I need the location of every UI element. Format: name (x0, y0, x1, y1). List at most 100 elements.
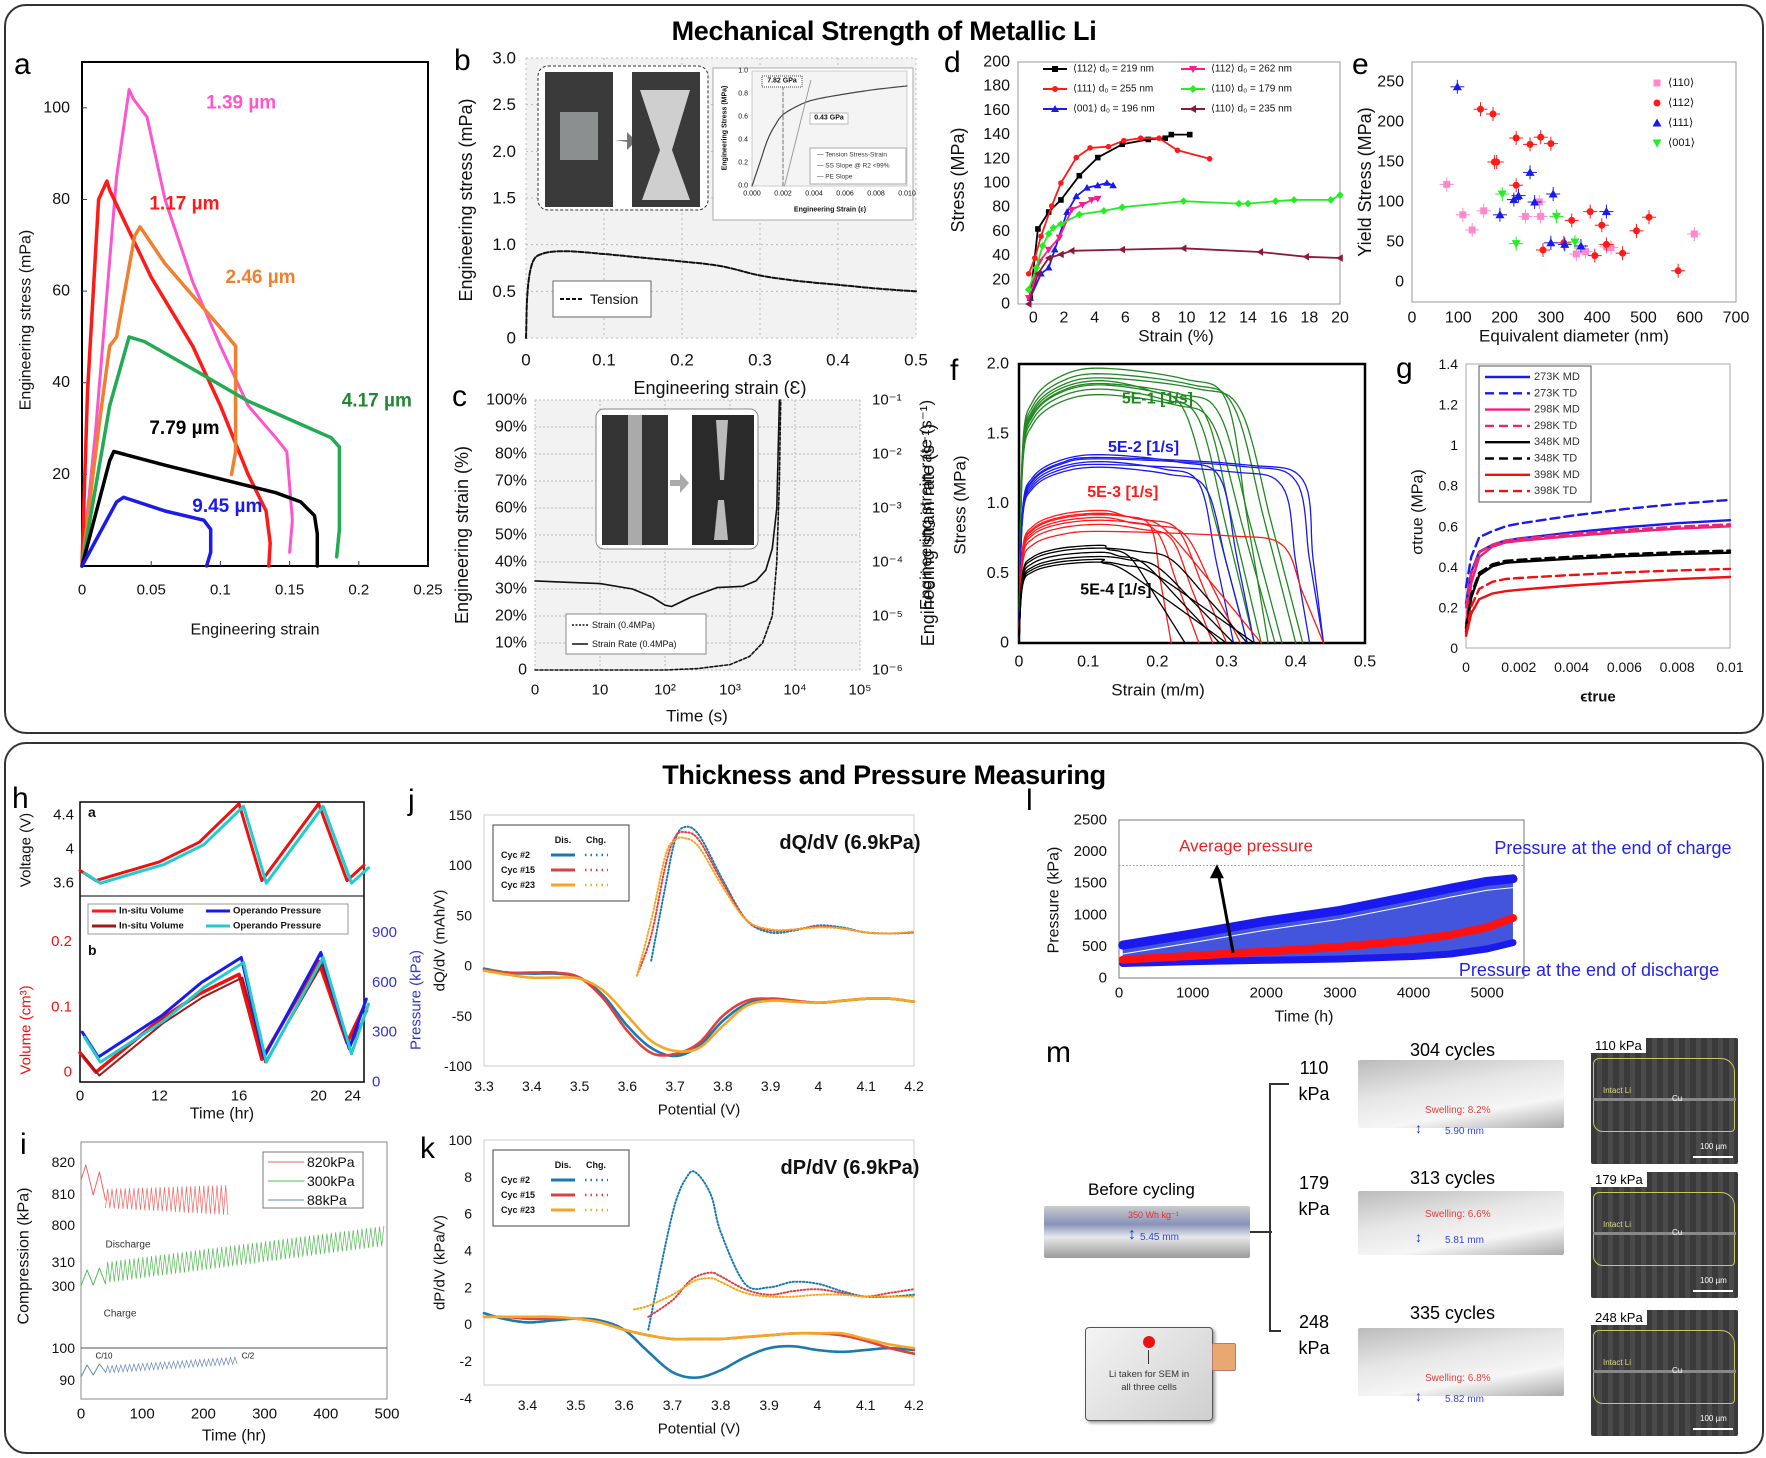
data-point (1582, 248, 1590, 256)
legend-header: Dis. (555, 835, 572, 845)
tick-label: -100 (444, 1058, 472, 1074)
series-1.17 µm (80, 179, 272, 568)
panel-label-l: l (1026, 784, 1033, 817)
data-point (1632, 227, 1640, 235)
tick-label: 500 (1630, 310, 1657, 327)
legend-box (262, 1151, 364, 1209)
panel-label-h: h (12, 782, 29, 815)
inset-legend-label: — Tension Stress-Strain (817, 152, 887, 159)
series-Strain (0.4MPa) (534, 399, 782, 671)
y-axis-label: Engineering stress (mPa) (456, 98, 476, 301)
tick-label: 70% (495, 473, 527, 490)
cell-schematic: Li taken for SEM in all three cells (1085, 1327, 1213, 1421)
panel-label-e: e (1352, 48, 1369, 81)
data-point (1075, 210, 1084, 219)
annotation-arrow (1216, 873, 1235, 953)
panel-label-i: i (20, 1128, 27, 1161)
data-point (1055, 234, 1064, 242)
panel-label-k: k (420, 1132, 435, 1165)
legend-box (565, 613, 707, 655)
scale-bar-label: 100 µm (1700, 1414, 1727, 1423)
tick-label: 0 (1462, 659, 1470, 675)
series-820kpa (80, 1164, 106, 1201)
tick-label: 100% (486, 392, 527, 409)
data-point (1568, 216, 1576, 224)
plot-frame (80, 1141, 388, 1400)
section-title: Mechanical Strength of Metallic Li (671, 16, 1097, 46)
tick-label: 50 (1386, 234, 1404, 251)
tick-label: 2.0 (492, 142, 516, 161)
data-point (1189, 66, 1197, 73)
tick-label: 900 (372, 924, 397, 941)
arrow-right-icon (615, 132, 636, 150)
tick-label: 0.002 (1501, 659, 1536, 675)
volume-series (78, 959, 366, 1074)
tick-label: 10⁻¹ (872, 392, 902, 409)
tick-label: 3.9 (759, 1397, 779, 1413)
discharge-series (482, 1311, 916, 1379)
annotation-box (809, 112, 849, 125)
series-line (1018, 456, 1325, 644)
data-point (1602, 240, 1610, 248)
data-point (1271, 197, 1280, 205)
plot-frame (1118, 819, 1525, 979)
legend-label: ⟨112⟩ d₀ = 219 nm (1073, 64, 1154, 75)
data-point (1537, 133, 1545, 141)
necked-specimen-shape (640, 90, 690, 200)
series-7.79 µm (80, 449, 320, 568)
chart-title: dQ/dV (6.9kPa) (779, 832, 920, 854)
tick-label: 0 (464, 1316, 472, 1332)
y-axis-label: Yield Stress (MPa) (1355, 107, 1375, 256)
tick-label: 1000 (1176, 985, 1209, 1002)
tick-label: 0.008 (867, 191, 885, 198)
series-4.17 µm (80, 335, 342, 568)
tick-label: 20 (1331, 310, 1349, 327)
chart-title: dP/dV (6.9kPa) (781, 1157, 920, 1179)
tick-label: 10² (654, 682, 676, 699)
arrowhead-icon (1209, 864, 1224, 879)
tick-label: 16 (231, 1088, 248, 1105)
charge-end-series (1118, 874, 1518, 950)
tick-label: 2 (464, 1279, 472, 1295)
data-point (1576, 241, 1586, 250)
data-point (1032, 263, 1041, 272)
series-line (1018, 547, 1249, 644)
tick-label: 0.006 (836, 191, 854, 198)
y-axis-right-label: Engineering strain rate (s⁻¹) (918, 424, 938, 647)
data-point (1024, 300, 1032, 308)
tick-label: 3.8 (713, 1078, 733, 1094)
data-point (1513, 191, 1523, 200)
tick-label: 1.0 (738, 68, 748, 75)
tick-label: 3.6 (618, 1078, 638, 1094)
x-axis-label: Potential (V) (658, 1102, 741, 1119)
data-point (1526, 140, 1534, 148)
bracket-connector (1250, 1231, 1272, 1233)
data-point (1048, 203, 1055, 209)
series-2.46 µm (80, 225, 238, 568)
panel-label-g: g (1396, 352, 1413, 385)
tick-label: 3.4 (518, 1397, 538, 1413)
y-axis-label: dQ/dV (mAh/V) (432, 890, 449, 992)
data-point (1539, 246, 1547, 254)
data-point (1452, 82, 1462, 91)
data-point (1477, 105, 1485, 113)
series-line (1018, 561, 1255, 644)
data-point (1093, 195, 1102, 203)
tick-label: 500 (374, 1406, 399, 1423)
data-point (1468, 226, 1476, 234)
tick-label: 40% (495, 554, 527, 571)
data-point (1057, 250, 1064, 259)
tick-label: 0 (1395, 274, 1404, 291)
average-series (1118, 914, 1517, 964)
tick-label: 0.3 (748, 351, 772, 370)
tick-label: 40 (52, 374, 70, 391)
data-point (1290, 196, 1298, 204)
data-point (1235, 199, 1243, 208)
tick-label: 4 (1090, 310, 1099, 327)
tick-label: 2000 (1250, 985, 1283, 1002)
data-point (1302, 253, 1310, 261)
series-88kpa (80, 1363, 106, 1378)
data-point (1035, 226, 1041, 232)
